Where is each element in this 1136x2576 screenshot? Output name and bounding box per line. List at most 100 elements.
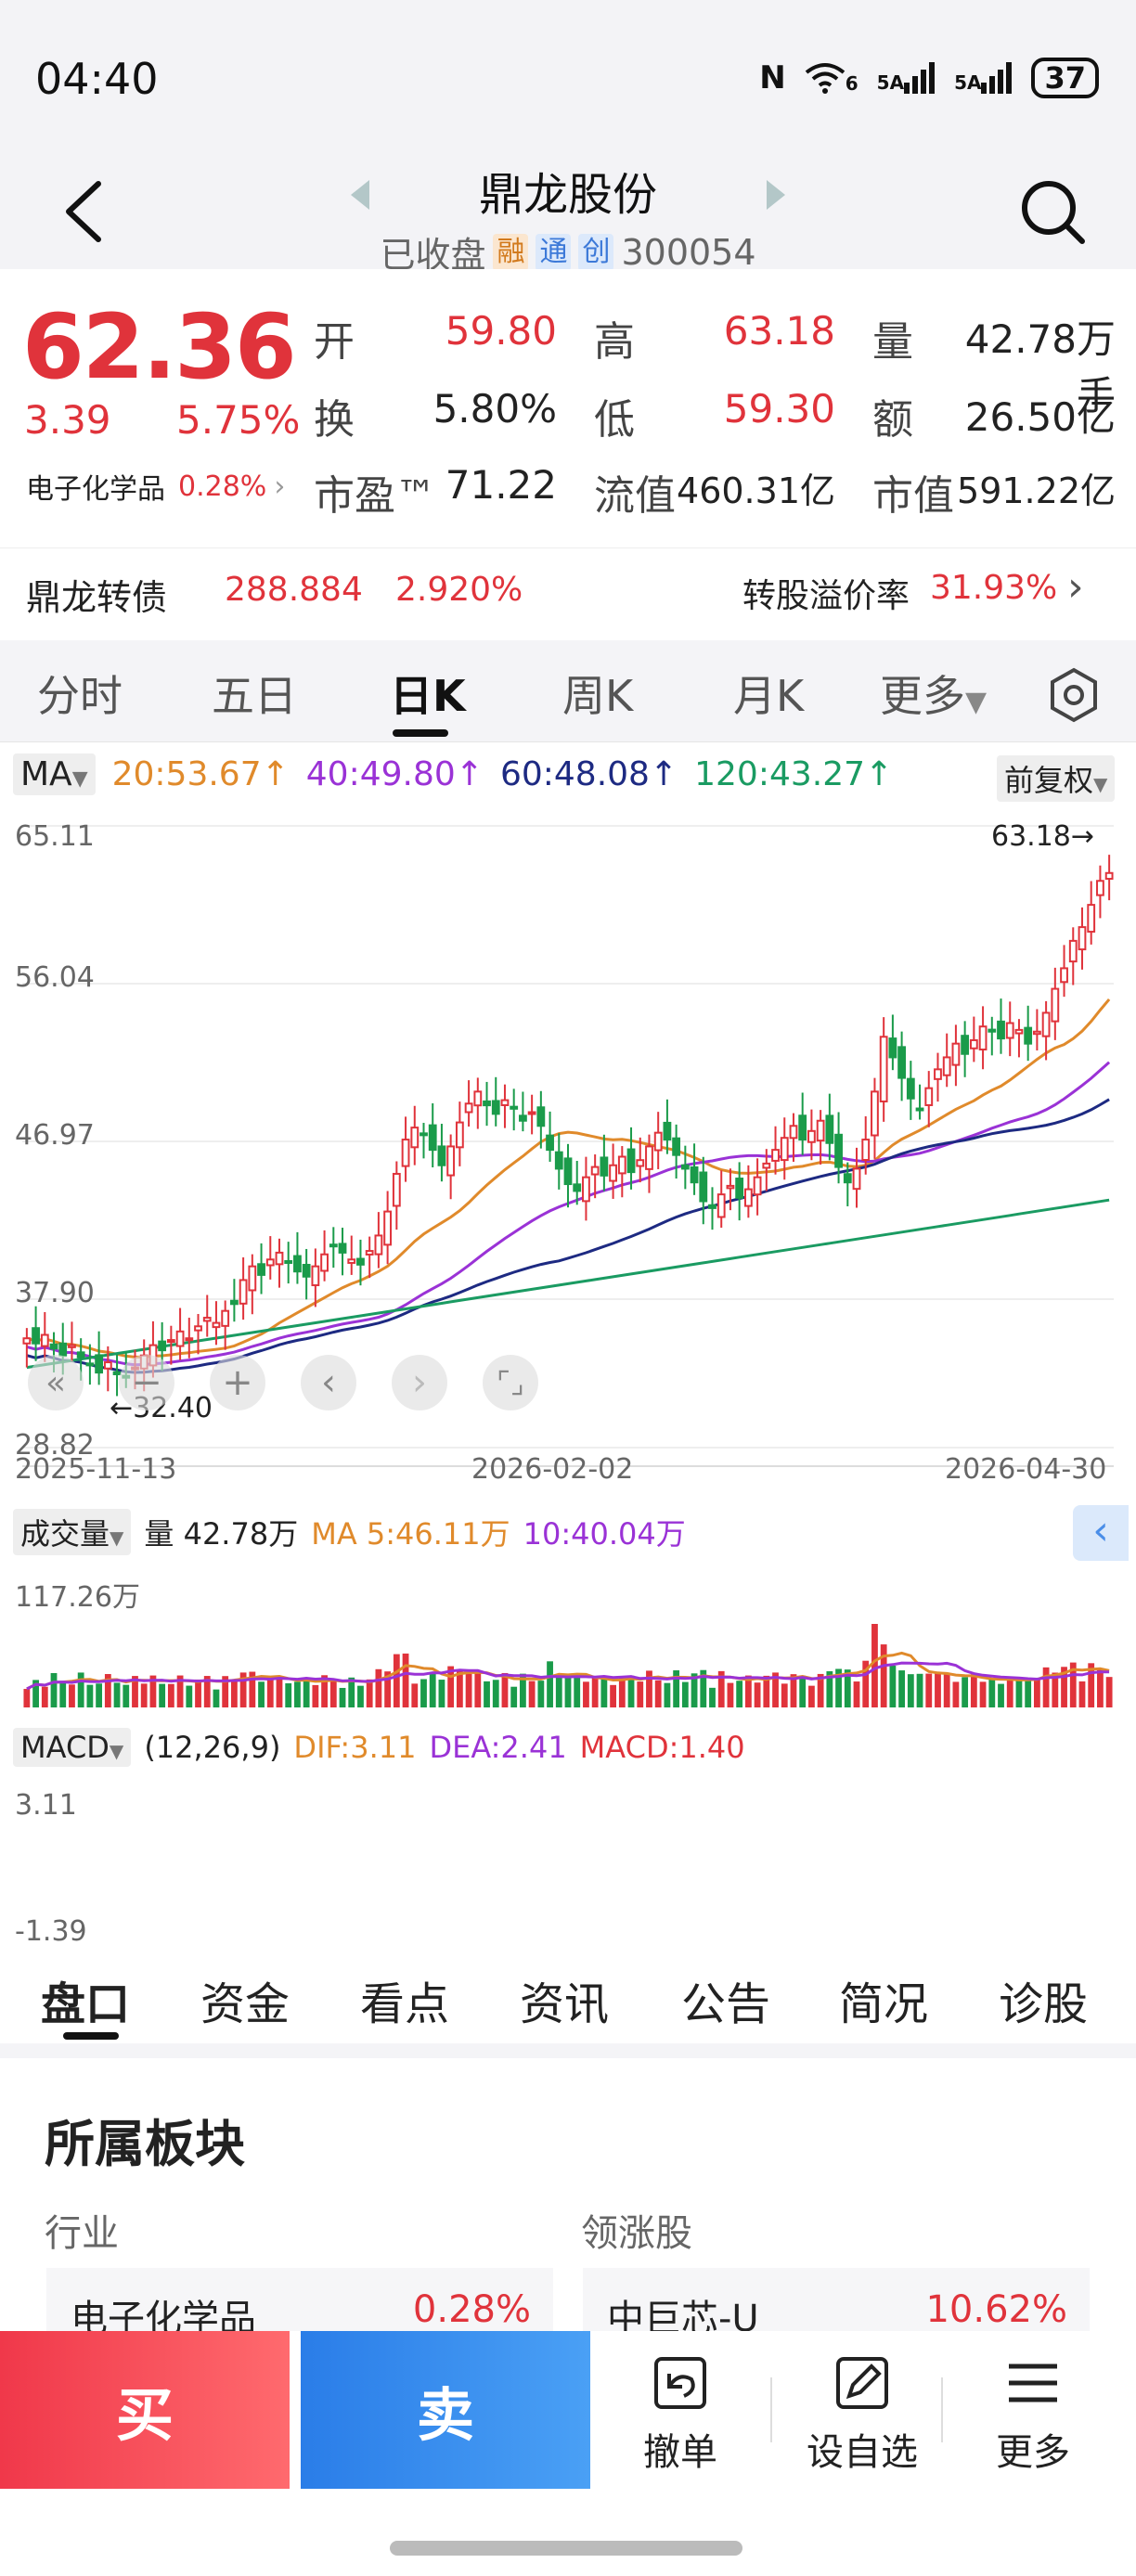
volume-bar	[610, 1684, 616, 1707]
candle-body	[708, 1204, 716, 1209]
tab-highlights[interactable]: 看点	[360, 1978, 450, 2030]
tab-news[interactable]: 资讯	[520, 1978, 610, 2030]
volume-bar	[258, 1681, 265, 1707]
chevron-right-icon: ›	[274, 470, 286, 503]
volume-bar	[1033, 1678, 1040, 1707]
ma-selector[interactable]: MA▼	[13, 753, 96, 795]
volume-bar	[59, 1681, 67, 1707]
candle-body	[284, 1260, 293, 1265]
volume-bar	[1088, 1663, 1095, 1707]
tab-monthly-k[interactable]: 月K	[733, 671, 805, 721]
candle-body	[527, 1111, 536, 1115]
industry-link[interactable]: 电子化学品 0.28% ›	[26, 466, 285, 507]
next-stock-icon[interactable]	[767, 180, 785, 210]
chart-area[interactable]: MA▼ 20:53.67↑ 40:49.80↑ 60:48.08↑ 120:43…	[0, 742, 1136, 1949]
candle-body	[302, 1264, 311, 1278]
macd-selector[interactable]: MACD▼	[13, 1728, 132, 1767]
cancel-order-button[interactable]: 撤单	[601, 2331, 759, 2489]
tab-diagnosis[interactable]: 诊股	[999, 1978, 1089, 2030]
zoom-in-icon[interactable]: +	[210, 1355, 265, 1410]
kline-tabs: 分时 五日 日K 周K 月K 更多▼	[0, 640, 1136, 742]
candle-body	[852, 1167, 861, 1191]
tab-announcements[interactable]: 公告	[681, 1978, 771, 2030]
volume-bar	[618, 1676, 626, 1707]
convertible-bond-bar[interactable]: 鼎龙转债 288.884 2.920% 转股溢价率 31.93% ›	[0, 547, 1136, 631]
tab-more[interactable]: 更多▼	[880, 671, 988, 721]
tab-profile[interactable]: 简况	[839, 1978, 929, 2030]
candle-body	[617, 1155, 626, 1175]
zoom-out-icon[interactable]: −	[119, 1355, 174, 1410]
volume-bar	[159, 1683, 166, 1707]
kline-chart[interactable]	[0, 807, 1136, 1763]
candle-body	[473, 1090, 483, 1107]
fullscreen-icon[interactable]: ⌜⌟	[483, 1355, 538, 1410]
collapse-panel-icon[interactable]: ‹	[1073, 1505, 1129, 1561]
volume-bar	[691, 1673, 698, 1707]
prev-stock-icon[interactable]	[351, 180, 369, 210]
volume-bar	[266, 1678, 274, 1707]
volume-bar	[709, 1687, 716, 1707]
amount-value: 26.50亿	[964, 394, 1116, 440]
candle-body	[807, 1129, 816, 1143]
volume-bar	[140, 1683, 148, 1707]
battery-icon: 37	[1031, 58, 1099, 98]
candle-body	[76, 1351, 85, 1359]
volume-bar	[637, 1681, 644, 1707]
volume-bar	[862, 1660, 870, 1707]
bond-pct: 2.920%	[395, 571, 523, 609]
quote-panel: 62.36 3.39 5.75% 电子化学品 0.28% › 开 59.80 高…	[0, 269, 1136, 547]
volume-bar	[438, 1680, 445, 1707]
pan-right-icon[interactable]: ›	[392, 1355, 447, 1410]
tab-five-day[interactable]: 五日	[212, 671, 297, 721]
candle-body	[771, 1149, 780, 1162]
volume-bar	[1105, 1677, 1113, 1707]
tab-funds[interactable]: 资金	[200, 1978, 290, 2030]
macd-params: (12,26,9)	[144, 1730, 281, 1765]
float-cap-value: 460.31亿	[677, 470, 835, 511]
candle-body	[573, 1183, 582, 1192]
add-watchlist-button[interactable]: 设自选	[783, 2331, 941, 2489]
candle-body	[166, 1339, 175, 1344]
back-arrow-icon	[66, 181, 101, 242]
ma120-line	[26, 1198, 1110, 1370]
volume-bar	[492, 1680, 499, 1707]
more-button[interactable]: 更多	[954, 2331, 1112, 2489]
y-tick-3: 46.97	[15, 1119, 95, 1152]
tab-order-book[interactable]: 盘口	[41, 1978, 131, 2030]
candle-body	[609, 1164, 617, 1182]
active-info-tab-indicator	[63, 2032, 119, 2040]
turnover-label: 换	[314, 396, 355, 444]
candle-body	[257, 1263, 265, 1276]
volume-selector[interactable]: 成交量▼	[13, 1509, 132, 1555]
open-label: 开	[314, 318, 355, 366]
candle-body	[1041, 1011, 1051, 1037]
home-indicator[interactable]	[390, 2541, 742, 2556]
volume-bar	[132, 1676, 138, 1707]
high-value: 63.18	[723, 308, 835, 354]
tab-intraday[interactable]: 分时	[37, 671, 123, 721]
volume-bar	[673, 1670, 680, 1707]
buy-button[interactable]: 买	[0, 2331, 290, 2489]
sell-button[interactable]: 卖	[301, 2331, 590, 2489]
pan-left-icon[interactable]: ‹	[301, 1355, 356, 1410]
back-button[interactable]	[58, 174, 113, 249]
tab-weekly-k[interactable]: 周K	[562, 671, 634, 721]
volume-bar	[520, 1673, 526, 1707]
status-bar: 04:40 N 6 5A 5A 37	[0, 0, 1136, 158]
caret-down-icon: ▼	[965, 686, 988, 718]
candle-body	[924, 1087, 934, 1106]
tab-daily-k[interactable]: 日K	[390, 671, 466, 721]
volume-bar	[447, 1666, 455, 1707]
rewind-icon[interactable]: «	[28, 1355, 84, 1410]
candle-body	[663, 1121, 672, 1141]
search-button[interactable]	[1015, 174, 1090, 249]
candle-body	[401, 1139, 410, 1167]
volume-value: 42.78万手	[964, 316, 1116, 419]
volume-bar	[799, 1675, 807, 1707]
adjust-selector[interactable]: 前复权▼	[997, 755, 1116, 802]
candle-body	[329, 1243, 338, 1248]
chart-settings-icon[interactable]	[1045, 666, 1103, 724]
industry-name: 电子化学品	[26, 473, 165, 506]
candle-body	[1024, 1026, 1033, 1045]
price-change: 3.39	[24, 397, 111, 443]
